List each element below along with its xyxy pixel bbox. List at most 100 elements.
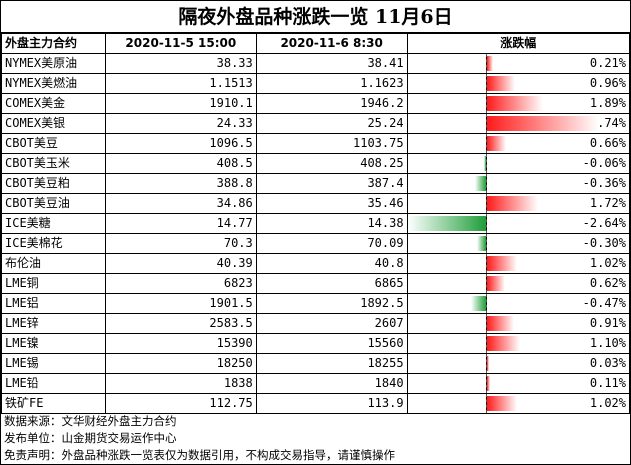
- table-row: CBOT美豆粕 388.8 387.4 -0.36%: [1, 173, 630, 194]
- zero-axis: [485, 314, 487, 333]
- curr-price: 35.46: [255, 193, 408, 214]
- change-pct: -2.64%: [486, 213, 630, 234]
- change-bar: [486, 96, 544, 111]
- prev-price: 14.77: [104, 213, 257, 234]
- change-bar-cell: [406, 393, 518, 414]
- contract-name: CBOT美豆油: [1, 193, 106, 214]
- zero-axis: [485, 94, 487, 113]
- curr-price: 1103.75: [255, 133, 408, 154]
- change-bar-cell: [406, 253, 518, 274]
- change-bar: [483, 156, 486, 171]
- change-bar-cell: [406, 173, 488, 194]
- zero-axis: [485, 334, 487, 353]
- prev-price: 408.5: [104, 153, 257, 174]
- zero-axis: [485, 254, 487, 273]
- zero-axis: [485, 394, 487, 413]
- note-source: 数据来源：文华财经外盘主力合约: [4, 414, 177, 428]
- contract-name: 铁矿FE: [1, 393, 106, 414]
- change-bar-cell: [406, 73, 516, 94]
- change-bar-cell: [406, 93, 544, 114]
- table-row: NYMEX美原油 38.33 38.41 0.21%: [1, 53, 630, 74]
- change-bar: [471, 296, 486, 311]
- change-bar-cell: [406, 213, 488, 234]
- change-bar-cell: [406, 113, 599, 134]
- contract-name: ICE美糖: [1, 213, 106, 234]
- zero-axis: [485, 174, 487, 193]
- change-bar: [486, 316, 514, 331]
- table-row: 布伦油 40.39 40.8 1.02%: [1, 253, 630, 274]
- change-pct: 1.02%: [486, 393, 630, 414]
- zero-axis: [485, 74, 487, 93]
- zero-axis: [485, 194, 487, 213]
- curr-price: 1892.5: [255, 293, 408, 314]
- zero-axis: [485, 54, 487, 73]
- prev-price: 38.33: [104, 53, 257, 74]
- prev-price: 15390: [104, 333, 257, 354]
- change-bar-cell: [406, 273, 506, 294]
- change-bar-cell: [406, 353, 489, 374]
- change-pct: -0.47%: [486, 293, 630, 314]
- table-row: ICE美棉花 70.3 70.09 -0.30%: [1, 233, 630, 254]
- curr-price: 408.25: [255, 153, 408, 174]
- change-bar-cell: [406, 153, 488, 174]
- change-pct: -0.06%: [486, 153, 630, 174]
- curr-price: 38.41: [255, 53, 408, 74]
- curr-price: 1946.2: [255, 93, 408, 114]
- zero-axis: [485, 354, 487, 373]
- table-row: NYMEX美燃油 1.1513 1.1623 0.96%: [1, 73, 630, 94]
- contract-name: LME锡: [1, 353, 106, 374]
- change-bar: [486, 396, 518, 411]
- table-row: LME镍 15390 15560 1.10%: [1, 333, 630, 354]
- zero-axis: [485, 154, 487, 173]
- table-row: CBOT美豆 1096.5 1103.75 0.66%: [1, 133, 630, 154]
- change-bar: [486, 56, 493, 71]
- header-change: 涨跌幅: [406, 33, 631, 54]
- prev-price: 2583.5: [104, 313, 257, 334]
- change-pct: 0.11%: [486, 373, 630, 394]
- prev-price: 1.1513: [104, 73, 257, 94]
- header-curr-time: 2020-11-6 8:30: [255, 33, 408, 54]
- curr-price: 387.4: [255, 173, 408, 194]
- curr-price: 113.9: [255, 393, 408, 414]
- change-bar-cell: [406, 193, 539, 214]
- contract-name: LME铜: [1, 273, 106, 294]
- change-pct: 0.03%: [486, 353, 630, 374]
- table-row: LME铅 1838 1840 0.11%: [1, 373, 630, 394]
- change-bar: [476, 236, 486, 251]
- curr-price: 14.38: [255, 213, 408, 234]
- contract-name: CBOT美豆粕: [1, 173, 106, 194]
- prev-price: 1838: [104, 373, 257, 394]
- contract-name: LME铝: [1, 293, 106, 314]
- contract-name: LME铅: [1, 373, 106, 394]
- change-bar-cell: [406, 133, 507, 154]
- table-row: LME铜 6823 6865 0.62%: [1, 273, 630, 294]
- change-bar-cell: [406, 53, 493, 74]
- curr-price: 70.09: [255, 233, 408, 254]
- curr-price: 18255: [255, 353, 408, 374]
- prev-price: 6823: [104, 273, 257, 294]
- note-publisher: 发布单位：山金期货交易运作中心: [4, 431, 177, 445]
- table-row: COMEX美金 1910.1 1946.2 1.89%: [1, 93, 630, 114]
- curr-price: 25.24: [255, 113, 408, 134]
- quote-table: 外盘主力合约 2020-11-5 15:00 2020-11-6 8:30 涨跌…: [1, 33, 631, 414]
- header-row: 外盘主力合约 2020-11-5 15:00 2020-11-6 8:30 涨跌…: [1, 33, 631, 54]
- change-bar-cell: [406, 333, 520, 354]
- prev-price: 112.75: [104, 393, 257, 414]
- contract-name: COMEX美金: [1, 93, 106, 114]
- sheet-title: 隔夜外盘品种涨跌一览 11月6日: [1, 1, 630, 33]
- prev-price: 1910.1: [104, 93, 257, 114]
- prev-price: 1901.5: [104, 293, 257, 314]
- change-bar: [407, 216, 486, 231]
- zero-axis: [485, 294, 487, 313]
- curr-price: 1.1623: [255, 73, 408, 94]
- contract-name: NYMEX美原油: [1, 53, 106, 74]
- change-bar: [486, 356, 489, 371]
- prev-price: 388.8: [104, 173, 257, 194]
- zero-axis: [485, 214, 487, 233]
- contract-name: LME锌: [1, 313, 106, 334]
- change-pct: 0.62%: [486, 273, 630, 294]
- curr-price: 40.8: [255, 253, 408, 274]
- table-row: CBOT美玉米 408.5 408.25 -0.06%: [1, 153, 630, 174]
- change-pct: -0.36%: [486, 173, 630, 194]
